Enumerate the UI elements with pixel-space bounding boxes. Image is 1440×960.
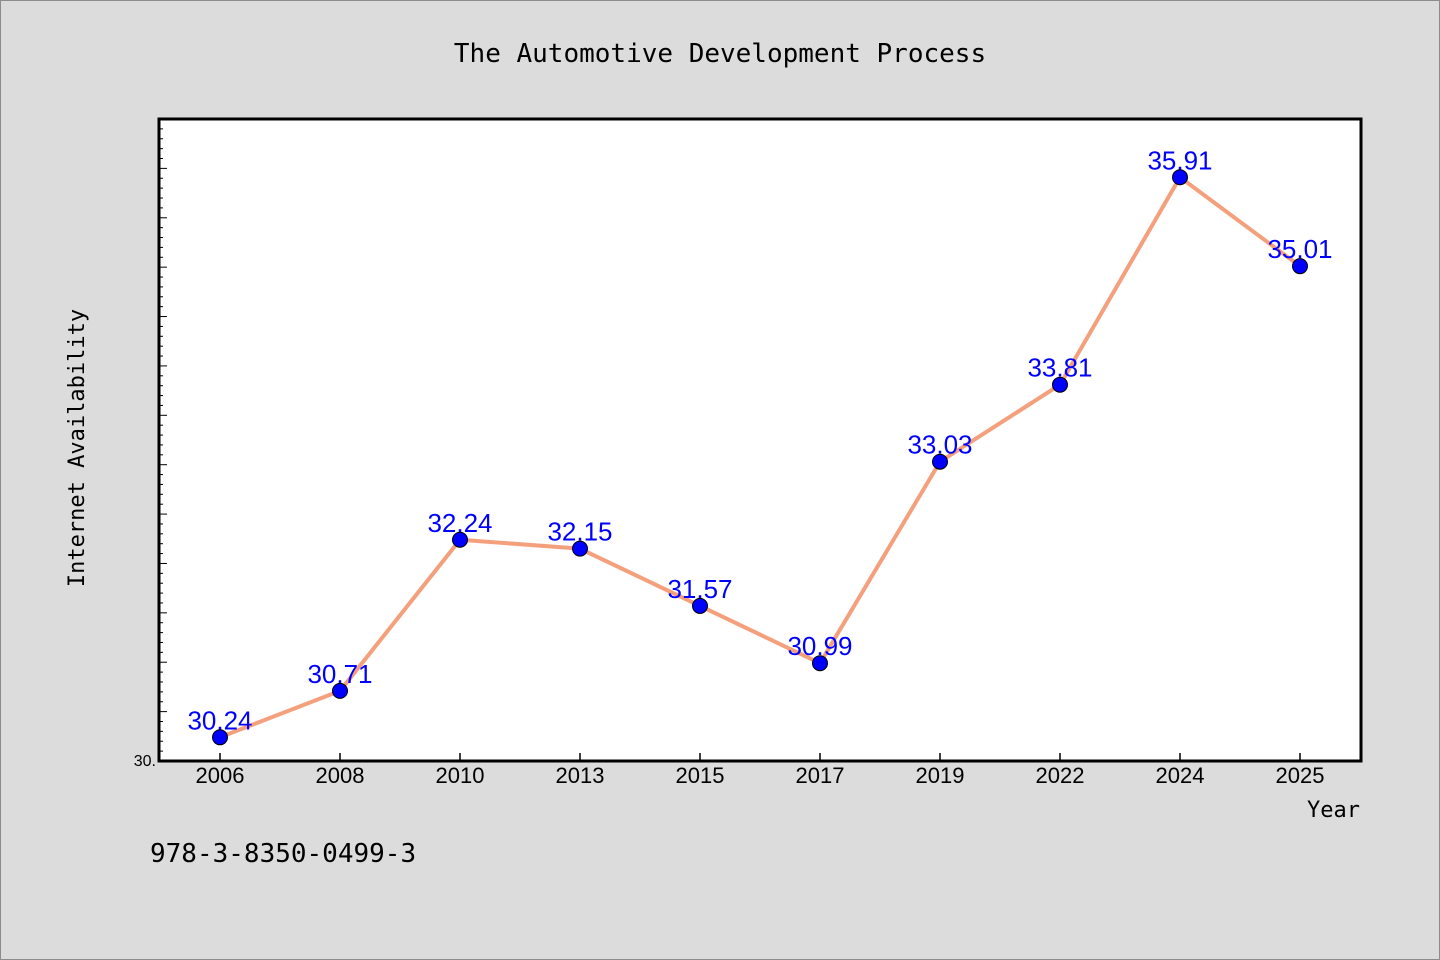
data-label: 30.24 xyxy=(187,705,252,735)
data-label: 33.81 xyxy=(1027,353,1092,383)
data-label: 33.03 xyxy=(907,430,972,460)
data-point xyxy=(572,540,588,557)
data-label: 35.91 xyxy=(1147,145,1212,175)
x-tick-label: 2019 xyxy=(916,763,965,788)
data-label: 35.01 xyxy=(1267,234,1332,264)
data-point xyxy=(1052,376,1068,393)
data-point xyxy=(452,531,468,548)
data-label: 30.71 xyxy=(307,659,372,689)
x-axis-ticks xyxy=(219,753,1301,761)
series-line xyxy=(219,175,1302,740)
data-label: 32.15 xyxy=(547,517,612,547)
series-line-group xyxy=(212,169,1308,746)
data-point xyxy=(932,453,948,470)
y-axis-ticks xyxy=(159,128,167,752)
isbn-text: 978-3-8350-0499-3 xyxy=(150,839,416,869)
data-point xyxy=(332,682,348,699)
x-tick-label: 2017 xyxy=(796,763,845,788)
x-tick-label: 2010 xyxy=(436,763,485,788)
x-tick-label: 2025 xyxy=(1276,763,1325,788)
y-tick-label: 30. xyxy=(134,753,156,770)
x-tick-label: 2024 xyxy=(1156,763,1205,788)
data-label: 30.99 xyxy=(787,631,852,661)
data-point xyxy=(1172,169,1188,186)
x-tick-label: 2022 xyxy=(1036,763,1085,788)
x-tick-label: 2015 xyxy=(676,763,725,788)
data-point xyxy=(812,655,828,672)
data-label: 31.57 xyxy=(667,574,732,604)
data-point xyxy=(212,729,228,746)
x-tick-labels: 2006 2008 2010 2013 2015 2017 2019 2022 2024 2025 xyxy=(196,763,1325,788)
x-tick-label: 2013 xyxy=(556,763,605,788)
plot-area xyxy=(157,117,1363,763)
x-tick-label: 2006 xyxy=(196,763,245,788)
data-point xyxy=(1292,258,1308,275)
x-tick-label: 2008 xyxy=(316,763,365,788)
data-label: 32.24 xyxy=(427,508,492,538)
y-axis-label: Internet Availability xyxy=(65,309,90,587)
x-axis-label: Year xyxy=(1307,798,1360,823)
chart-title: The Automotive Development Process xyxy=(454,39,986,69)
data-point xyxy=(692,597,708,614)
data-labels: 30.24 30.71 32.24 32.15 31.57 30.99 33.03 33.81… xyxy=(187,145,1332,735)
